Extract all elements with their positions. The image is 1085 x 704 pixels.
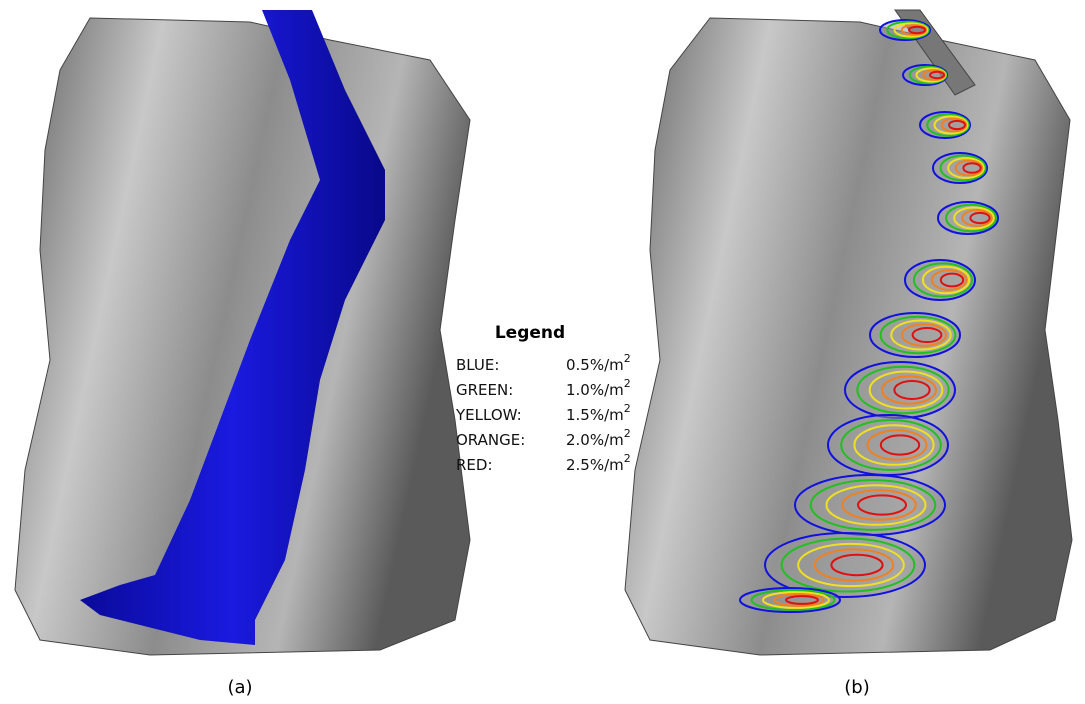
panel-a — [15, 10, 470, 655]
legend-exponent: 2 — [624, 427, 631, 440]
legend: BLUE:0.5%/m2GREEN:1.0%/m2YELLOW:1.5%/m2O… — [455, 352, 631, 474]
legend-value: 0.5%/m2 — [566, 352, 631, 374]
legend-value-text: 1.5%/m — [566, 406, 624, 424]
legend-exponent: 2 — [624, 377, 631, 390]
legend-value-text: 1.0%/m — [566, 381, 624, 399]
legend-name: GREEN: — [456, 381, 513, 399]
legend-name: BLUE: — [456, 356, 499, 374]
legend-value-text: 2.5%/m — [566, 456, 624, 474]
legend-name: ORANGE: — [456, 431, 525, 449]
legend-exponent: 2 — [624, 352, 631, 365]
figure: Legend BLUE:0.5%/m2GREEN:1.0%/m2YELLOW:1… — [0, 0, 1085, 704]
panel-b — [625, 10, 1072, 655]
legend-value: 1.0%/m2 — [566, 377, 631, 399]
legend-title: Legend — [495, 323, 565, 343]
legend-value: 1.5%/m2 — [566, 402, 631, 424]
legend-value: 2.5%/m2 — [566, 452, 631, 474]
legend-name: RED: — [456, 456, 493, 474]
legend-value: 2.0%/m2 — [566, 427, 631, 449]
legend-exponent: 2 — [624, 402, 631, 415]
legend-value-text: 2.0%/m — [566, 431, 624, 449]
legend-exponent: 2 — [624, 452, 631, 465]
legend-name: YELLOW: — [455, 406, 522, 424]
caption: (a) — [227, 677, 252, 698]
caption: (b) — [844, 677, 869, 698]
legend-value-text: 0.5%/m — [566, 356, 624, 374]
